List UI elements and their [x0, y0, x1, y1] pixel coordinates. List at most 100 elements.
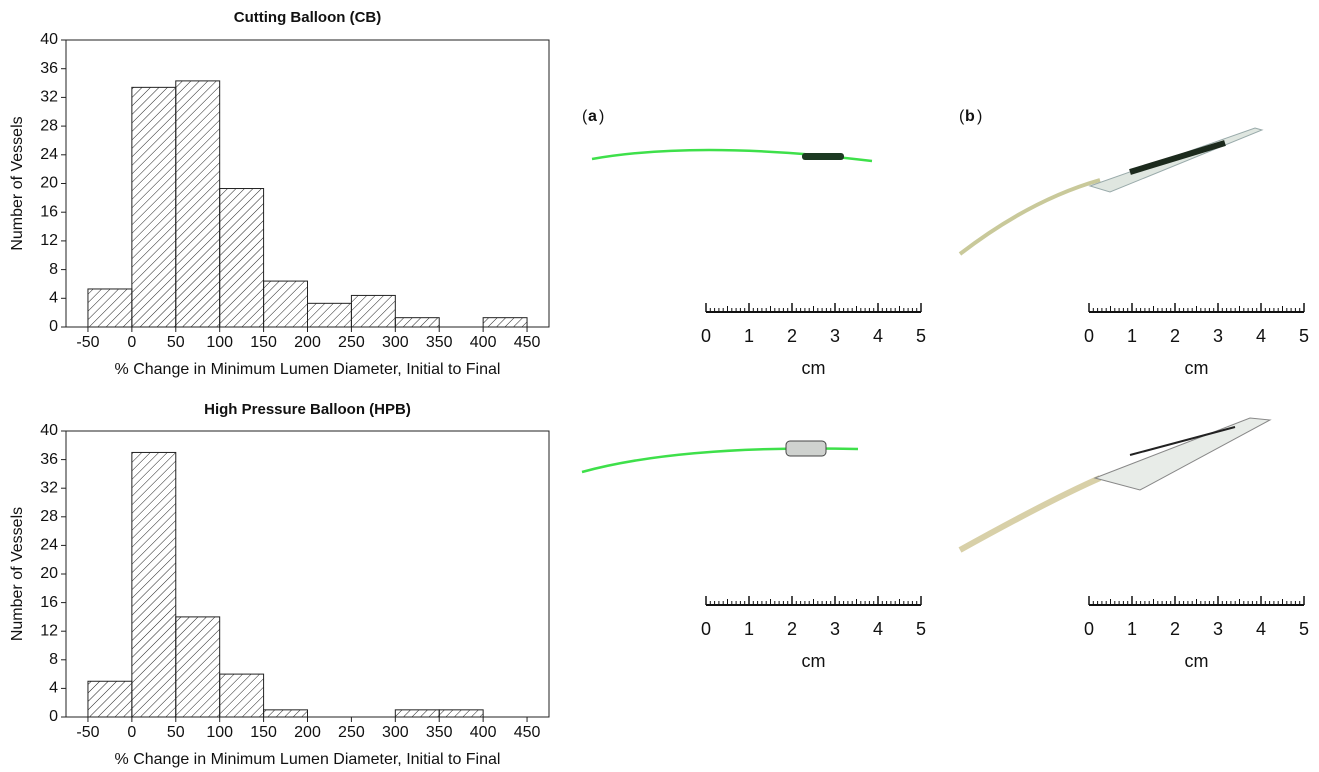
ruler-tick-label: 1: [744, 326, 754, 346]
y-tick-label: 32: [40, 479, 58, 496]
x-tick-label: 400: [470, 334, 497, 351]
ruler-unit: cm: [802, 358, 826, 378]
x-tick-label: 50: [167, 724, 185, 741]
x-tick-label: 200: [294, 334, 321, 351]
chart-title: Cutting Balloon (CB): [234, 9, 381, 26]
bar: [220, 189, 264, 327]
y-tick-label: 28: [40, 117, 58, 134]
ruler-tick-label: 0: [1084, 326, 1094, 346]
x-tick-label: 350: [426, 724, 453, 741]
ruler-tick-label: 4: [1256, 326, 1266, 346]
x-tick-label: 450: [514, 334, 541, 351]
x-tick-label: 150: [250, 334, 277, 351]
x-tick-label: 200: [294, 724, 321, 741]
bar: [395, 710, 439, 717]
bar: [439, 710, 483, 717]
photo-b-bottom: [960, 418, 1270, 550]
ruler-tick-label: 2: [787, 326, 797, 346]
bar: [351, 295, 395, 327]
y-tick-label: 40: [40, 422, 58, 439]
ruler-tick-label: 5: [916, 326, 926, 346]
bar: [264, 281, 308, 327]
ruler-tick-label: 2: [787, 619, 797, 639]
ruler-tick-label: 2: [1170, 326, 1180, 346]
bar: [132, 452, 176, 717]
x-tick-label: 0: [127, 334, 136, 351]
chart-title: High Pressure Balloon (HPB): [204, 401, 411, 418]
y-tick-label: 0: [49, 318, 58, 335]
y-tick-label: 24: [40, 537, 58, 554]
x-tick-label: 150: [250, 724, 277, 741]
ruler-tick-label: 1: [1127, 619, 1137, 639]
ruler-tick-label: 3: [830, 326, 840, 346]
ruler-tick-label: 0: [1084, 619, 1094, 639]
bar: [220, 674, 264, 717]
x-tick-label: 250: [338, 724, 365, 741]
ruler-tick-label: 1: [1127, 326, 1137, 346]
ruler-tick-label: 0: [701, 326, 711, 346]
ruler-unit: cm: [1185, 651, 1209, 671]
y-tick-label: 12: [40, 232, 58, 249]
ruler-tick-label: 1: [744, 619, 754, 639]
bar: [308, 303, 352, 327]
y-tick-label: 4: [49, 290, 58, 307]
x-tick-label: 300: [382, 334, 409, 351]
ruler-tick-label: 4: [1256, 619, 1266, 639]
panel-label: b: [965, 108, 975, 125]
bar: [264, 710, 308, 717]
panel-label: a: [588, 108, 597, 125]
y-axis-title: Number of Vessels: [9, 116, 26, 250]
y-tick-label: 20: [40, 175, 58, 192]
y-tick-label: 4: [49, 680, 58, 697]
y-tick-label: 8: [49, 651, 58, 668]
bar: [176, 617, 220, 717]
bar: [483, 318, 527, 327]
ruler-tick-label: 5: [1299, 326, 1309, 346]
ruler-tick-label: 3: [1213, 326, 1223, 346]
bar: [176, 81, 220, 327]
x-tick-label: 400: [470, 724, 497, 741]
x-tick-label: 300: [382, 724, 409, 741]
y-tick-label: 20: [40, 565, 58, 582]
bar: [88, 289, 132, 327]
y-tick-label: 16: [40, 203, 58, 220]
photo-b-top: [960, 128, 1262, 254]
x-tick-label: 350: [426, 334, 453, 351]
bar: [88, 681, 132, 717]
ruler-tick-label: 4: [873, 326, 883, 346]
ruler-tick-label: 3: [830, 619, 840, 639]
y-tick-label: 40: [40, 31, 58, 48]
y-tick-label: 36: [40, 451, 58, 468]
bar: [395, 318, 439, 327]
x-axis-title: % Change in Minimum Lumen Diameter, Init…: [115, 361, 501, 378]
x-tick-label: 450: [514, 724, 541, 741]
ruler-tick-label: 0: [701, 619, 711, 639]
ruler-tick-label: 5: [916, 619, 926, 639]
y-axis-title: Number of Vessels: [9, 507, 26, 641]
y-tick-label: 24: [40, 146, 58, 163]
x-tick-label: 50: [167, 334, 185, 351]
y-tick-label: 36: [40, 60, 58, 77]
photo-a-top: [592, 150, 872, 161]
x-tick-label: 100: [206, 724, 233, 741]
ruler-unit: cm: [1185, 358, 1209, 378]
ruler-tick-label: 4: [873, 619, 883, 639]
figure: ( a ) ( b ) Cutting Balloon (CB)04812162…: [0, 0, 1319, 772]
panel-label-b-close: ): [977, 108, 982, 125]
ruler-tick-label: 3: [1213, 619, 1223, 639]
x-axis-title: % Change in Minimum Lumen Diameter, Init…: [115, 751, 501, 768]
panel-label-a-close: ): [599, 108, 604, 125]
x-tick-label: -50: [76, 724, 99, 741]
x-tick-label: 0: [127, 724, 136, 741]
x-tick-label: 250: [338, 334, 365, 351]
y-tick-label: 0: [49, 708, 58, 725]
photo-a-bottom: [582, 441, 858, 472]
y-tick-label: 28: [40, 508, 58, 525]
bar: [132, 87, 176, 327]
x-tick-label: 100: [206, 334, 233, 351]
y-tick-label: 12: [40, 622, 58, 639]
y-tick-label: 32: [40, 89, 58, 106]
y-tick-label: 8: [49, 261, 58, 278]
ruler-unit: cm: [802, 651, 826, 671]
ruler-tick-label: 2: [1170, 619, 1180, 639]
